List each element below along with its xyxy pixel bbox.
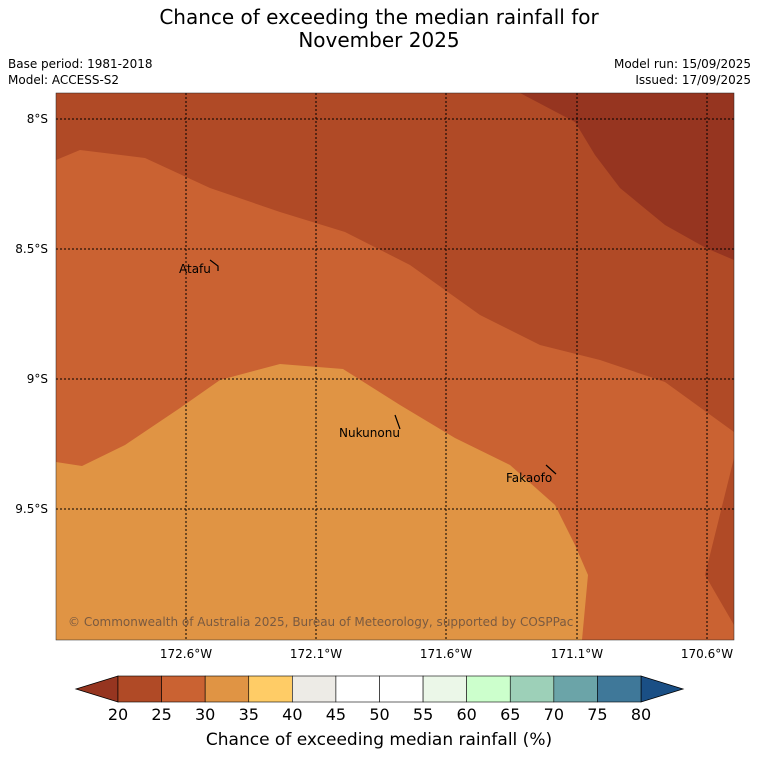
colorbar-tick-label: 70 [544, 705, 564, 724]
lat-label: 8°S [27, 112, 48, 126]
colorbar-extend-low [76, 676, 118, 702]
colorbar-swatch [380, 676, 424, 702]
lon-label: 170.6°W [681, 647, 733, 661]
colorbar-tick-label: 35 [239, 705, 259, 724]
colorbar-tick-label: 65 [500, 705, 520, 724]
colorbar-tick-label: 20 [108, 705, 128, 724]
map-regions [56, 93, 734, 640]
colorbar-swatch [292, 676, 336, 702]
colorbar-extend-high [641, 676, 683, 702]
copyright-text: © Commonwealth of Australia 2025, Bureau… [68, 615, 573, 629]
place-label-fakaofo: Fakaofo [506, 471, 552, 485]
colorbar-swatch [510, 676, 554, 702]
colorbar-tick-label: 50 [369, 705, 389, 724]
colorbar-label: Chance of exceeding median rainfall (%) [0, 730, 758, 750]
place-label-atafu: Atafu [179, 262, 211, 276]
colorbar-tick-label: 80 [631, 705, 651, 724]
colorbar-tick-label: 30 [195, 705, 215, 724]
lon-label: 172.6°W [160, 647, 212, 661]
colorbar-ticks: 20 25 30 35 40 45 50 55 60 65 70 75 80 [108, 705, 651, 724]
colorbar-tick-label: 55 [413, 705, 433, 724]
colorbar-swatch [467, 676, 511, 702]
latitude-labels: 8°S 8.5°S 9°S 9.5°S [15, 112, 48, 516]
lon-label: 171.6°W [420, 647, 472, 661]
colorbar-tick-label: 45 [326, 705, 346, 724]
colorbar-tick-label: 75 [587, 705, 607, 724]
colorbar-swatch [118, 676, 162, 702]
lat-label: 8.5°S [15, 242, 48, 256]
colorbar-tick-label: 25 [151, 705, 171, 724]
colorbar-tick-label: 40 [282, 705, 302, 724]
colorbar [76, 676, 683, 702]
lat-label: 9°S [27, 372, 48, 386]
colorbar-swatch [554, 676, 598, 702]
colorbar-tick-label: 60 [456, 705, 476, 724]
colorbar-swatch [205, 676, 249, 702]
colorbar-swatch [162, 676, 206, 702]
lon-label: 171.1°W [551, 647, 603, 661]
longitude-labels: 172.6°W 172.1°W 171.6°W 171.1°W 170.6°W [160, 647, 733, 661]
colorbar-swatch [249, 676, 293, 702]
place-label-nukunonu: Nukunonu [339, 426, 400, 440]
colorbar-swatch [336, 676, 380, 702]
colorbar-swatch [423, 676, 467, 702]
lat-label: 9.5°S [15, 502, 48, 516]
colorbar-swatch [597, 676, 641, 702]
lon-label: 172.1°W [290, 647, 342, 661]
